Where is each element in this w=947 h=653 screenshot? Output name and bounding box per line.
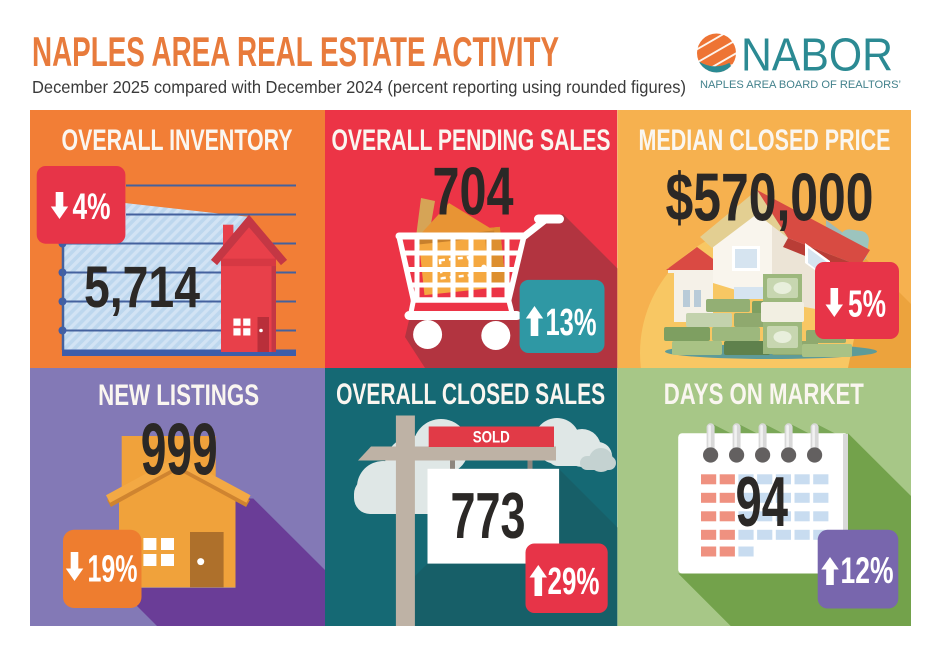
- svg-text:December 2025 compared with De: December 2025 compared with December 202…: [32, 77, 686, 97]
- svg-text:4%: 4%: [73, 185, 111, 227]
- svg-text:NABOR: NABOR: [741, 29, 893, 81]
- svg-text:$570,000: $570,000: [666, 160, 874, 236]
- svg-text:5%: 5%: [848, 284, 886, 326]
- svg-text:DAYS ON MARKET: DAYS ON MARKET: [664, 378, 864, 411]
- svg-text:773: 773: [451, 479, 526, 552]
- svg-text:SOLD: SOLD: [473, 429, 510, 447]
- svg-text:OVERALL CLOSED SALES: OVERALL CLOSED SALES: [336, 378, 605, 411]
- svg-text:704: 704: [433, 154, 514, 230]
- svg-text:94: 94: [736, 462, 789, 541]
- svg-text:NEW LISTINGS: NEW LISTINGS: [98, 379, 259, 412]
- svg-text:19%: 19%: [88, 549, 138, 591]
- svg-text:12%: 12%: [841, 550, 894, 591]
- svg-text:13%: 13%: [546, 302, 597, 344]
- svg-text:NAPLES AREA REAL ESTATE ACTIVI: NAPLES AREA REAL ESTATE ACTIVITY: [32, 28, 559, 75]
- svg-text:29%: 29%: [548, 561, 600, 603]
- svg-text:OVERALL PENDING SALES: OVERALL PENDING SALES: [332, 124, 611, 157]
- svg-text:999: 999: [141, 410, 218, 491]
- svg-text:OVERALL INVENTORY: OVERALL INVENTORY: [62, 124, 293, 157]
- svg-text:MEDIAN CLOSED PRICE: MEDIAN CLOSED PRICE: [639, 124, 891, 157]
- svg-text:NAPLES AREA BOARD OF REALTORS’: NAPLES AREA BOARD OF REALTORS’: [700, 79, 901, 91]
- svg-text:5,714: 5,714: [84, 255, 200, 320]
